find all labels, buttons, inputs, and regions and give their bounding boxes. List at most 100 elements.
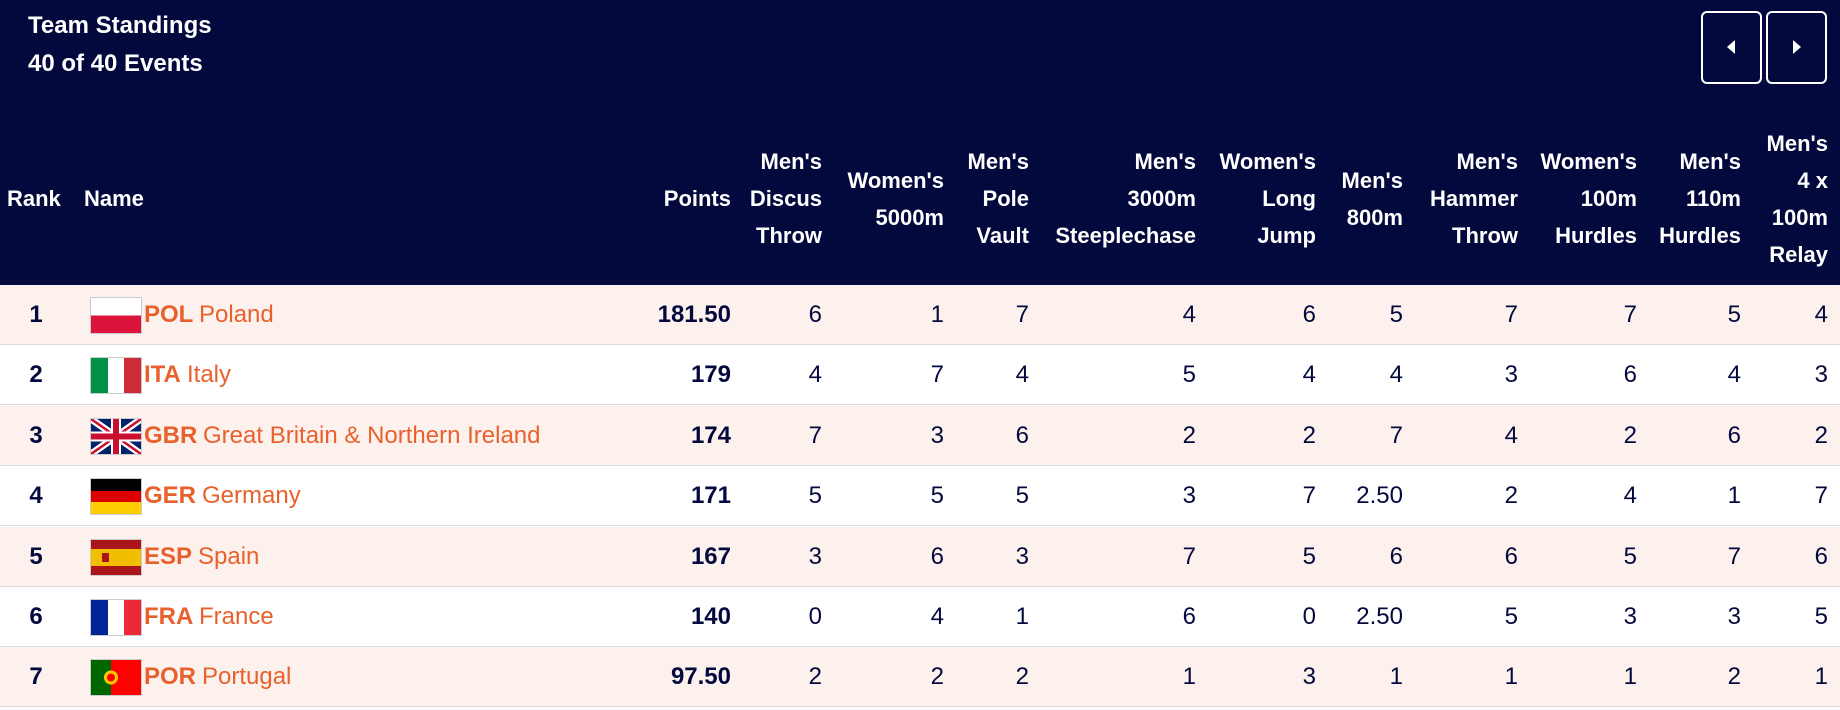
- event-score: 1: [930, 301, 944, 328]
- event-score: 2: [1623, 421, 1637, 449]
- event-score: 5: [930, 482, 944, 510]
- rank: 4: [29, 482, 43, 510]
- flag: [90, 297, 142, 334]
- flag: [90, 599, 142, 636]
- flag-icon: [90, 357, 142, 395]
- event-score: 6: [1814, 542, 1828, 570]
- points: 97.50: [670, 663, 731, 691]
- event-score: 1: [1814, 663, 1828, 691]
- event-score: 4: [1504, 421, 1518, 449]
- flag-icon: [90, 659, 142, 697]
- event-score: 7: [930, 361, 944, 389]
- event-score: 1: [1015, 603, 1029, 630]
- rank: 7: [29, 663, 43, 691]
- country-name[interactable]: Poland: [199, 301, 274, 328]
- country-code[interactable]: ESP: [144, 542, 193, 570]
- table-row[interactable]: 4 GER Germany 171 5 5 5 3 7 2.50 2 4 1 7: [0, 466, 1840, 527]
- flag-icon: [90, 478, 142, 516]
- country-code[interactable]: POL: [144, 301, 194, 328]
- event-score: 3: [930, 421, 944, 449]
- event-score: 4: [1623, 482, 1637, 510]
- prev-button[interactable]: [1701, 11, 1762, 84]
- event-score: 3: [808, 542, 822, 570]
- event-score: 2: [1504, 482, 1518, 510]
- event-score: 4: [1814, 301, 1828, 328]
- table-row[interactable]: 5 ESP Spain 167 3 6 3 7 5 6 6 5 7 6: [0, 526, 1840, 587]
- table-row[interactable]: 3 GBR Great Britain & Northern Ireland 174 7…: [0, 405, 1840, 466]
- points: 171: [690, 482, 731, 510]
- event-score: 4: [808, 361, 822, 389]
- country-name[interactable]: Portugal: [202, 663, 292, 691]
- column-header[interactable]: Men's Discus Throw: [749, 149, 822, 248]
- next-icon: [1793, 40, 1801, 54]
- event-score: 4: [1182, 301, 1196, 328]
- event-score: 5: [1727, 301, 1741, 328]
- event-score: 7: [1504, 301, 1518, 328]
- event-score: 0: [808, 603, 822, 630]
- event-score: 1: [1727, 482, 1741, 510]
- event-score: 7: [1182, 542, 1196, 570]
- event-score: 6: [1015, 421, 1029, 449]
- flag: [90, 659, 142, 697]
- event-score: 7: [1389, 421, 1403, 449]
- column-header[interactable]: Women's Long Jump: [1219, 149, 1316, 248]
- table-row[interactable]: 2 ITA Italy 179 4 7 4 5 4 4 3 6 4 3: [0, 345, 1840, 406]
- event-score: 6: [1302, 301, 1316, 328]
- event-score: 2: [930, 663, 944, 691]
- event-score: 4: [1389, 361, 1403, 389]
- country-name[interactable]: Germany: [202, 482, 301, 510]
- event-score: 4: [1727, 361, 1741, 389]
- event-score: 6: [930, 542, 944, 570]
- event-score: 4: [930, 603, 944, 630]
- event-score: 5: [1623, 542, 1637, 570]
- table-row[interactable]: 6 FRA France 140 0 4 1 6 0 2.50 5 3 3 5: [0, 587, 1840, 647]
- country-name[interactable]: Spain: [198, 542, 260, 570]
- column-header[interactable]: Men's 4 x 100m Relay: [1766, 130, 1828, 267]
- prev-icon: [1727, 40, 1735, 54]
- event-score: 2: [1814, 421, 1828, 449]
- rank: 2: [29, 361, 43, 389]
- event-score: 4: [1302, 361, 1316, 389]
- event-score: 7: [1727, 542, 1741, 570]
- column-header[interactable]: Men's Pole Vault: [967, 149, 1029, 248]
- event-score: 7: [1015, 301, 1029, 328]
- column-header[interactable]: Men's Hammer Throw: [1429, 149, 1518, 248]
- table-row[interactable]: 1 POL Poland 181.50 6 1 7 4 6 5 7 7 5 4: [0, 285, 1840, 345]
- column-header[interactable]: Points: [663, 186, 731, 211]
- event-score: 2: [1302, 421, 1316, 449]
- event-score: 3: [1182, 482, 1196, 510]
- column-header[interactable]: Women's 5000m: [847, 167, 944, 230]
- country-code[interactable]: GER: [144, 482, 197, 510]
- next-button[interactable]: [1766, 11, 1827, 84]
- points: 181.50: [657, 301, 731, 328]
- event-score: 7: [808, 421, 822, 449]
- subtitle: 40 of 40 Events: [28, 50, 203, 77]
- event-score: 5: [1389, 301, 1403, 328]
- rank: 1: [29, 301, 43, 328]
- column-header[interactable]: Men's 3000m Steeplechase: [1055, 149, 1196, 248]
- event-score: 4: [1015, 361, 1029, 389]
- column-header: Name: [84, 186, 144, 211]
- event-score: 6: [1389, 542, 1403, 570]
- country-name[interactable]: Great Britain & Northern Ireland: [203, 421, 541, 449]
- country-name[interactable]: France: [199, 603, 274, 630]
- country-code[interactable]: POR: [144, 663, 197, 691]
- column-header[interactable]: Men's 110m Hurdles: [1659, 149, 1741, 248]
- column-header[interactable]: Men's 800m: [1341, 167, 1403, 230]
- country-code[interactable]: GBR: [144, 421, 198, 449]
- country-code[interactable]: FRA: [144, 603, 194, 630]
- event-score: 1: [1389, 663, 1403, 691]
- column-header[interactable]: Women's 100m Hurdles: [1540, 149, 1637, 248]
- title: Team Standings: [28, 12, 212, 39]
- event-score: 5: [1814, 603, 1828, 630]
- event-score: 2.50: [1356, 603, 1403, 630]
- rank: 6: [29, 603, 43, 630]
- country-name[interactable]: Italy: [187, 361, 232, 389]
- flag: [90, 478, 142, 516]
- points: 179: [690, 361, 731, 389]
- event-score: 6: [808, 301, 822, 328]
- event-score: 2: [1727, 663, 1741, 691]
- event-score: 6: [1182, 603, 1196, 630]
- table-row[interactable]: 7 POR Portugal 97.50 2 2 2 1 3 1 1 1 2 1: [0, 647, 1840, 708]
- country-code[interactable]: ITA: [144, 361, 181, 389]
